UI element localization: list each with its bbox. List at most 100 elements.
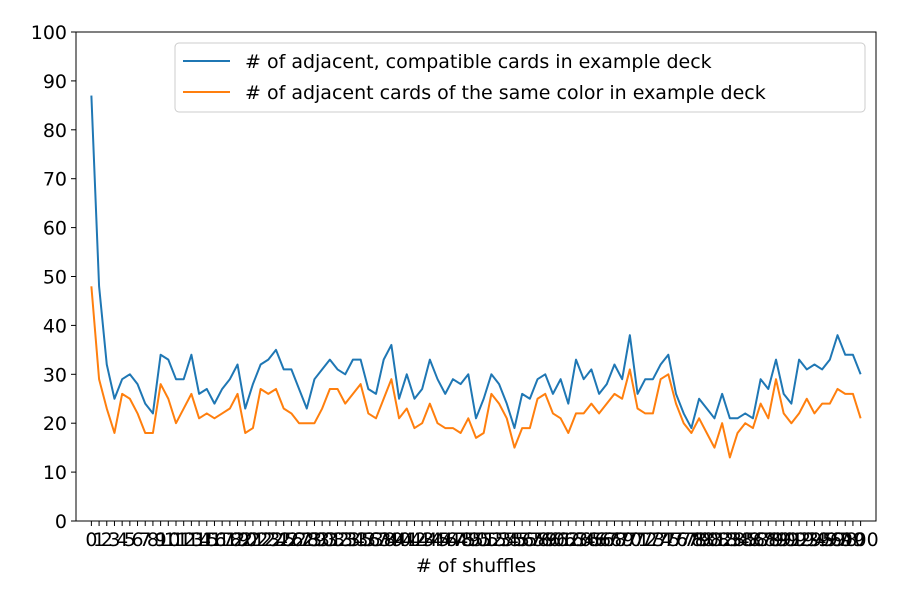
x-tick-label: 20: [233, 529, 257, 551]
x-tick-label: 47: [441, 529, 465, 551]
x-tick-label: 32: [325, 529, 349, 551]
x-tick-label: 43: [410, 529, 434, 551]
legend-entry-0: # of adjacent, compatible cards in examp…: [245, 51, 712, 73]
legend: # of adjacent, compatible cards in examp…: [174, 42, 866, 113]
x-tick-label: 45: [425, 529, 449, 551]
x-tick-label: 34: [341, 529, 365, 551]
series-layer: [90, 95, 862, 459]
x-tick-label: 23: [256, 529, 280, 551]
x-tick-label: 56: [510, 529, 534, 551]
x-tick-label: 39: [379, 529, 403, 551]
x-tick-label: 76: [664, 529, 688, 551]
x-tick-label: 36: [356, 529, 380, 551]
x-tick-label: 89: [764, 529, 788, 551]
x-axis: 0123456789101112131415161718192021222324…: [85, 521, 879, 551]
x-tick-label: 94: [802, 529, 826, 551]
x-tick-label: 65: [579, 529, 603, 551]
y-tick-label: 20: [43, 413, 67, 435]
x-tick-label: 51: [472, 529, 496, 551]
x-tick-label: 12: [172, 529, 196, 551]
x-axis-label: # of shuffles: [416, 555, 536, 577]
x-tick-label: 96: [818, 529, 842, 551]
x-tick-label: 53: [487, 529, 511, 551]
x-tick-label: 6: [131, 529, 143, 551]
y-tick-label: 70: [43, 169, 67, 191]
x-tick-label: 16: [202, 529, 226, 551]
x-tick-label: 28: [295, 529, 319, 551]
x-tick-label: 7: [139, 529, 151, 551]
x-tick-label: 80: [695, 529, 719, 551]
x-tick-label: 92: [787, 529, 811, 551]
x-tick-label: 97: [825, 529, 849, 551]
x-tick-label: 14: [187, 529, 211, 551]
x-tick-label: 71: [625, 529, 649, 551]
x-tick-label: 29: [302, 529, 326, 551]
y-tick-label: 0: [55, 511, 67, 533]
series-line-1: [90, 286, 862, 459]
x-tick-label: 26: [279, 529, 303, 551]
x-tick-label: 58: [525, 529, 549, 551]
x-tick-label: 30: [310, 529, 334, 551]
x-tick-label: 98: [833, 529, 857, 551]
x-tick-label: 60: [541, 529, 565, 551]
x-tick-label: 17: [210, 529, 234, 551]
legend-box: [174, 42, 866, 113]
x-tick-label: 9: [155, 529, 167, 551]
x-tick-label: 74: [649, 529, 673, 551]
x-tick-label: 93: [795, 529, 819, 551]
series-line-0: [90, 95, 862, 430]
x-tick-label: 25: [272, 529, 296, 551]
x-tick-label: 55: [502, 529, 526, 551]
x-tick-label: 46: [433, 529, 457, 551]
y-tick-label: 50: [43, 267, 67, 289]
x-tick-label: 81: [702, 529, 726, 551]
x-tick-label: 73: [641, 529, 665, 551]
x-tick-label: 59: [533, 529, 557, 551]
x-tick-label: 42: [402, 529, 426, 551]
y-tick-label: 10: [43, 462, 67, 484]
y-tick-label: 90: [43, 71, 67, 93]
x-tick-label: 67: [595, 529, 619, 551]
x-tick-label: 85: [733, 529, 757, 551]
x-tick-label: 79: [687, 529, 711, 551]
x-tick-label: 64: [572, 529, 596, 551]
x-tick-label: 91: [779, 529, 803, 551]
x-tick-label: 2: [101, 529, 113, 551]
x-tick-label: 82: [710, 529, 734, 551]
x-tick-label: 4: [116, 529, 128, 551]
x-tick-label: 88: [756, 529, 780, 551]
x-tick-label: 48: [449, 529, 473, 551]
y-tick-label: 60: [43, 218, 67, 240]
x-tick-label: 37: [364, 529, 388, 551]
x-tick-label: 87: [749, 529, 773, 551]
x-tick-label: 99: [841, 529, 865, 551]
x-tick-label: 5: [124, 529, 136, 551]
x-tick-label: 15: [195, 529, 219, 551]
x-tick-label: 63: [564, 529, 588, 551]
x-tick-label: 95: [810, 529, 834, 551]
x-tick-label: 100: [842, 529, 878, 551]
x-tick-label: 84: [725, 529, 749, 551]
x-tick-label: 21: [241, 529, 265, 551]
x-tick-label: 69: [610, 529, 634, 551]
x-tick-label: 19: [225, 529, 249, 551]
x-tick-label: 18: [218, 529, 242, 551]
x-tick-label: 68: [602, 529, 626, 551]
x-tick-label: 22: [249, 529, 273, 551]
x-tick-label: 1: [93, 529, 105, 551]
x-tick-label: 41: [395, 529, 419, 551]
x-tick-label: 66: [587, 529, 611, 551]
x-tick-label: 49: [456, 529, 480, 551]
x-tick-label: 57: [518, 529, 542, 551]
x-tick-label: 50: [464, 529, 488, 551]
x-tick-label: 3: [108, 529, 120, 551]
x-tick-label: 27: [287, 529, 311, 551]
x-tick-label: 35: [349, 529, 373, 551]
x-tick-label: 10: [156, 529, 180, 551]
y-tick-label: 30: [43, 364, 67, 386]
x-tick-label: 13: [179, 529, 203, 551]
x-tick-label: 90: [772, 529, 796, 551]
y-tick-label: 100: [31, 22, 67, 44]
y-axis: 0 10 20 30 40 50 60 70 80 90 100: [31, 22, 76, 533]
